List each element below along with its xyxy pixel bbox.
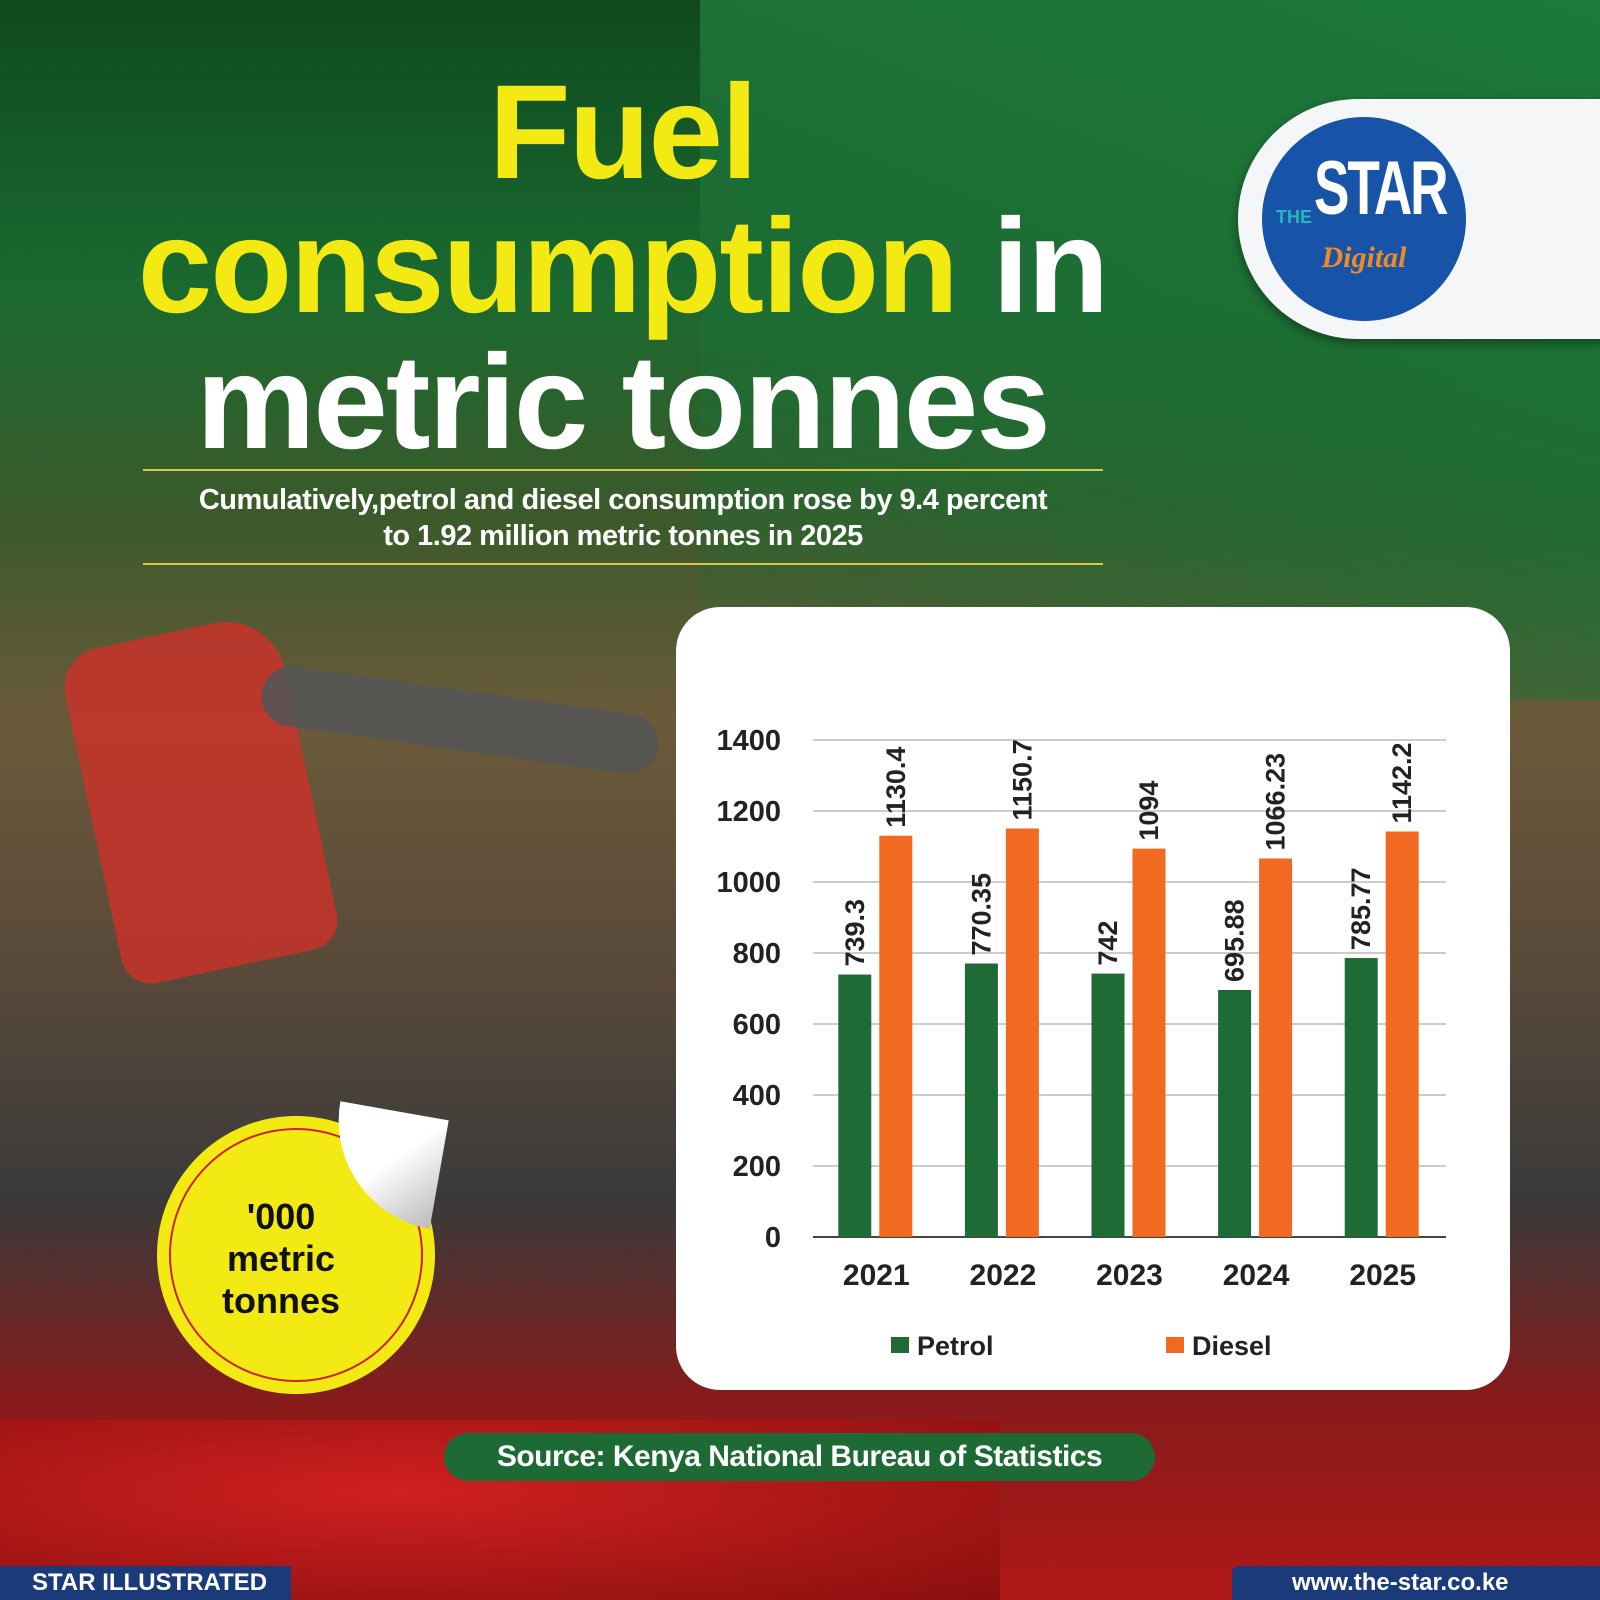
data-label: 1142.2 bbox=[1387, 742, 1417, 823]
nozzle-spout-image bbox=[257, 662, 663, 778]
bar-diesel-2025 bbox=[1385, 831, 1419, 1237]
chart-card: 0 200 400 600 800 1000 1200 1400 739.3 1130.4 2021… bbox=[676, 607, 1510, 1390]
bar-diesel-2022 bbox=[1005, 828, 1039, 1237]
y-tick-label: 800 bbox=[733, 938, 781, 970]
data-label: 1094 bbox=[1134, 781, 1164, 841]
source-label: Source: Kenya National Bureau of Statist… bbox=[444, 1433, 1155, 1481]
title-line-3: metric tonnes bbox=[196, 328, 1051, 477]
legend-swatch-diesel bbox=[1166, 1337, 1184, 1353]
footer-website[interactable]: www.the-star.co.ke bbox=[1232, 1566, 1600, 1600]
bar-petrol-2022 bbox=[964, 963, 998, 1237]
divider bbox=[143, 469, 1103, 471]
data-label: 739.3 bbox=[840, 899, 870, 967]
x-tick-label: 2025 bbox=[1349, 1259, 1416, 1292]
legend-swatch-petrol bbox=[891, 1337, 909, 1353]
y-tick-label: 1200 bbox=[716, 796, 781, 828]
unit-line-2: metric bbox=[226, 1238, 336, 1279]
x-tick-label: 2021 bbox=[843, 1259, 910, 1292]
y-tick-label: 1400 bbox=[716, 725, 781, 757]
x-tick-label: 2024 bbox=[1223, 1259, 1290, 1292]
sticker-ring bbox=[169, 1128, 423, 1382]
logo-star-text: STAR bbox=[1314, 146, 1449, 231]
unit-line-3: tonnes bbox=[221, 1280, 340, 1321]
divider bbox=[143, 563, 1103, 565]
y-tick-label: 1000 bbox=[716, 867, 781, 899]
y-tick-label: 600 bbox=[733, 1009, 781, 1041]
title-highlight: consumption bbox=[137, 192, 959, 341]
x-tick-label: 2023 bbox=[1096, 1259, 1163, 1292]
bar-petrol-2023 bbox=[1091, 973, 1125, 1237]
unit-label: '000 metric tonnes bbox=[157, 1196, 405, 1322]
data-label: 695.88 bbox=[1220, 899, 1250, 982]
subtitle-line-1: Cumulatively,petrol and diesel consumpti… bbox=[198, 484, 1048, 516]
data-label: 742 bbox=[1093, 921, 1123, 966]
data-label: 785.77 bbox=[1346, 867, 1376, 950]
bar-petrol-2024 bbox=[1218, 989, 1252, 1237]
bar-diesel-2024 bbox=[1259, 858, 1293, 1237]
subtitle-line-2: to 1.92 million metric tonnes in 2025 bbox=[383, 520, 863, 552]
y-tick-label: 0 bbox=[765, 1222, 781, 1254]
title-line-1: Fuel bbox=[488, 58, 758, 207]
data-label: 1066.23 bbox=[1261, 753, 1291, 851]
the-star-logo: THE STAR Digital bbox=[1262, 117, 1466, 321]
bar-petrol-2025 bbox=[1344, 958, 1378, 1237]
footer-left: STAR ILLUSTRATED bbox=[0, 1566, 291, 1600]
bar-chart: 0 200 400 600 800 1000 1200 1400 739.3 1130.4 2021… bbox=[716, 725, 1446, 1361]
data-label: 1150.7 bbox=[1007, 739, 1037, 820]
bar-diesel-2023 bbox=[1132, 848, 1166, 1237]
data-label: 770.35 bbox=[966, 873, 996, 956]
unit-line-1: '000 bbox=[246, 1196, 316, 1237]
unit-sticker: '000 metric tonnes bbox=[157, 1116, 435, 1394]
title-line-2: consumption in bbox=[0, 200, 1245, 334]
y-tick-label: 200 bbox=[733, 1151, 781, 1183]
logo-the-text: THE bbox=[1276, 207, 1312, 227]
y-tick-label: 400 bbox=[733, 1080, 781, 1112]
x-tick-label: 2022 bbox=[970, 1259, 1037, 1292]
data-label: 1130.4 bbox=[881, 747, 911, 828]
legend-label-petrol: Petrol bbox=[917, 1331, 994, 1361]
subtitle: Cumulatively,petrol and diesel consumpti… bbox=[103, 482, 1143, 554]
logo-digital-text: Digital bbox=[1321, 241, 1407, 274]
legend-label-diesel: Diesel bbox=[1192, 1331, 1272, 1361]
bar-petrol-2021 bbox=[838, 974, 872, 1237]
title-text: in bbox=[956, 192, 1109, 341]
bar-diesel-2021 bbox=[879, 835, 913, 1237]
